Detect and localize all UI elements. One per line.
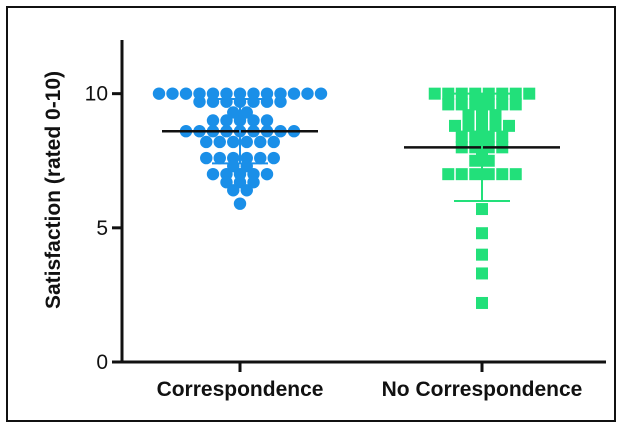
data-point	[179, 87, 193, 100]
data-point	[449, 119, 461, 132]
x-category-label: No Correspondence	[382, 378, 583, 401]
data-point	[469, 154, 482, 167]
data-point	[213, 151, 226, 165]
y-tick-label: 10	[85, 83, 108, 106]
data-point	[233, 197, 247, 210]
data-point	[428, 87, 441, 100]
data-point	[260, 114, 274, 127]
data-point	[469, 130, 482, 143]
data-marks	[152, 87, 536, 309]
x-category-label: Correspondence	[157, 378, 324, 401]
data-point	[509, 87, 522, 100]
data-point	[200, 135, 213, 149]
data-point	[482, 130, 495, 143]
data-point	[206, 114, 220, 127]
data-point	[469, 168, 482, 181]
data-point	[227, 106, 240, 119]
data-point	[267, 151, 280, 165]
data-point	[206, 167, 220, 181]
data-point	[247, 95, 260, 108]
data-point	[254, 135, 267, 149]
data-point	[455, 98, 468, 111]
data-point	[496, 130, 509, 143]
data-point	[314, 87, 328, 100]
data-point	[193, 95, 206, 108]
data-point	[476, 267, 488, 280]
data-point	[442, 168, 455, 181]
data-point	[213, 135, 226, 149]
data-point	[227, 184, 240, 197]
data-point	[274, 95, 287, 108]
data-point	[462, 109, 475, 122]
data-point	[462, 119, 475, 132]
data-point	[476, 203, 488, 216]
data-point	[260, 167, 274, 181]
data-point	[442, 98, 455, 111]
data-point	[455, 168, 468, 181]
data-point	[482, 98, 495, 111]
data-point	[523, 87, 536, 100]
data-point	[496, 168, 509, 181]
data-point	[227, 159, 240, 173]
statistics-lines	[162, 92, 560, 202]
data-point	[240, 184, 253, 197]
data-point	[227, 135, 240, 149]
data-point	[166, 87, 179, 100]
chart-frame	[6, 6, 616, 422]
data-point	[260, 95, 274, 108]
data-point	[482, 154, 495, 167]
data-point	[476, 248, 488, 261]
data-point	[476, 227, 488, 240]
data-point	[254, 151, 267, 165]
data-point	[442, 87, 455, 100]
axes: 0 5 10 Correspondence No Correspondence	[85, 40, 606, 401]
data-point	[301, 87, 314, 100]
data-point	[469, 98, 482, 111]
data-point	[220, 95, 233, 108]
data-point	[240, 106, 253, 119]
y-tick-label: 0	[96, 351, 108, 374]
data-point	[489, 109, 502, 122]
data-point	[482, 168, 495, 181]
y-tick-label: 5	[96, 217, 108, 240]
data-point	[152, 87, 166, 100]
data-point	[489, 119, 502, 132]
data-point	[455, 130, 468, 143]
data-point	[476, 296, 488, 309]
data-point	[503, 119, 515, 132]
data-point	[287, 87, 301, 100]
data-point	[200, 151, 213, 165]
data-point	[496, 98, 509, 111]
data-point	[509, 98, 522, 111]
data-point	[240, 135, 253, 149]
data-point	[206, 95, 220, 108]
data-point	[509, 168, 522, 181]
y-axis-title: Satisfaction (rated 0-10)	[42, 71, 65, 309]
data-point	[240, 159, 253, 173]
data-point	[267, 135, 280, 149]
